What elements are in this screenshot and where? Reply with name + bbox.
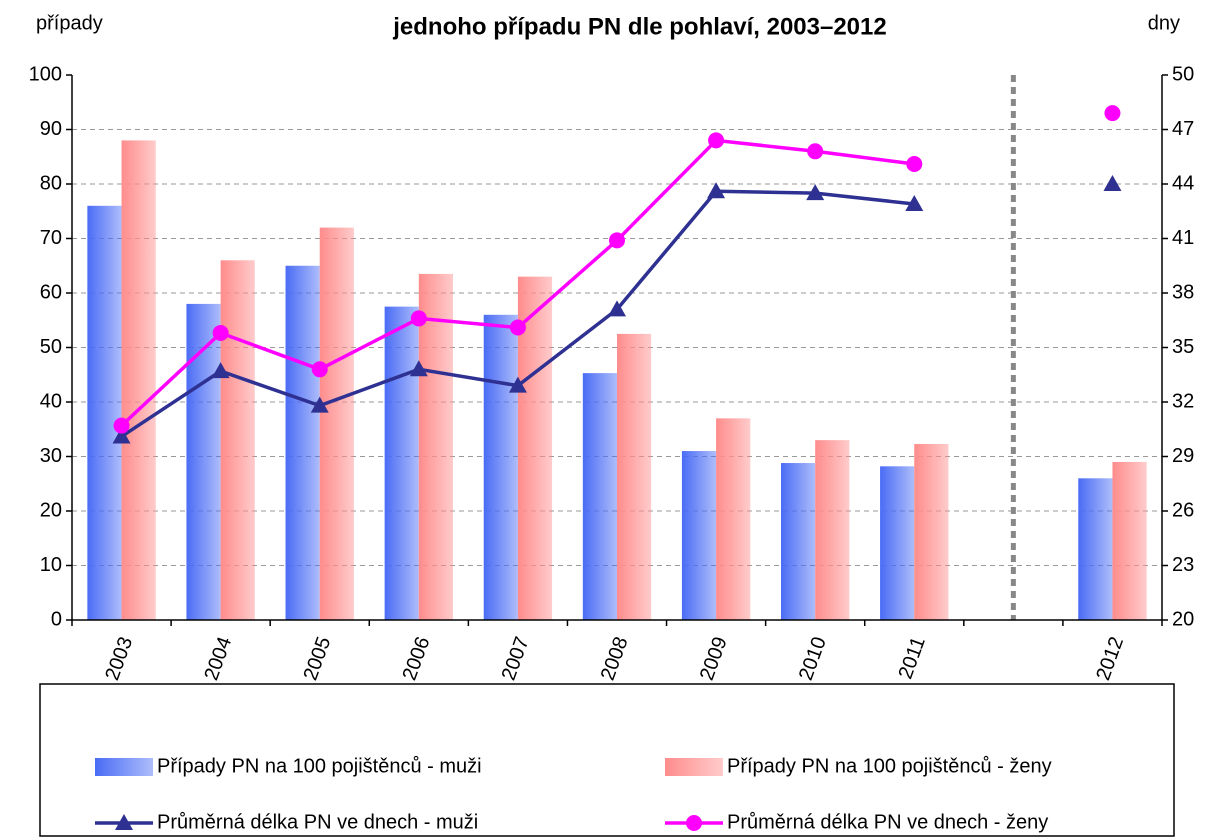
y-tick-label: 30 xyxy=(40,445,62,467)
legend-label: Případy PN na 100 pojištěnců - muži xyxy=(157,755,482,777)
x-tick-label: 2012 xyxy=(1092,634,1128,683)
legend-box xyxy=(39,683,1175,837)
y2-tick-label: 38 xyxy=(1172,281,1194,303)
line-marker xyxy=(807,143,824,160)
legend-label: Průměrná délka PN ve dnech - muži xyxy=(157,811,478,833)
line-marker xyxy=(410,310,427,327)
y-tick-label: 10 xyxy=(40,554,62,576)
x-tick-label: 2010 xyxy=(795,634,831,683)
line-marker xyxy=(310,396,329,413)
bar xyxy=(285,265,320,620)
bar xyxy=(1112,461,1147,620)
line-marker xyxy=(508,376,527,393)
x-tick-label: 2004 xyxy=(200,634,236,683)
bar xyxy=(384,306,419,620)
bar xyxy=(319,227,354,620)
line-marker xyxy=(609,232,625,249)
legend-label: Průměrná délka PN ve dnech - ženy xyxy=(727,811,1048,833)
y-tick-label: 80 xyxy=(40,172,62,194)
x-tick-label: 2008 xyxy=(597,634,633,683)
bar xyxy=(880,466,915,620)
line-marker xyxy=(113,417,130,434)
y-tick-label: 100 xyxy=(29,63,62,85)
y-tick-label: 0 xyxy=(51,608,62,630)
line-marker xyxy=(906,156,923,173)
y2-tick-label: 50 xyxy=(1172,63,1194,85)
y2-tick-label: 44 xyxy=(1172,172,1194,194)
y2-tick-label: 23 xyxy=(1172,554,1194,576)
bar xyxy=(186,303,221,620)
line-marker xyxy=(905,194,924,211)
line-marker xyxy=(707,182,726,199)
y2-tick-label: 41 xyxy=(1172,227,1194,249)
line-marker xyxy=(112,427,131,444)
y2-axis-label: dny xyxy=(1148,12,1180,34)
x-tick-label: 2009 xyxy=(696,634,732,683)
y-tick-label: 20 xyxy=(40,499,62,521)
line-marker xyxy=(708,132,725,149)
y-tick-label: 40 xyxy=(40,390,62,412)
line-marker xyxy=(608,300,626,317)
legend-marker xyxy=(686,815,702,831)
chart-title: jednoho případu PN dle pohlaví, 2003–201… xyxy=(392,13,886,40)
legend-label: Případy PN na 100 pojištěnců - ženy xyxy=(727,755,1052,777)
legend-marker xyxy=(115,814,133,830)
y-tick-label: 50 xyxy=(40,336,62,358)
y2-tick-label: 20 xyxy=(1172,608,1194,630)
line-marker xyxy=(211,362,230,379)
bar xyxy=(582,373,617,620)
bar xyxy=(220,260,255,620)
x-tick-label: 2005 xyxy=(299,634,335,683)
line-marker xyxy=(311,361,328,378)
bar xyxy=(121,140,156,620)
x-tick-label: 2003 xyxy=(101,634,137,683)
legend-swatch xyxy=(665,758,723,776)
x-tick-label: 2007 xyxy=(498,634,534,683)
line-marker xyxy=(1104,105,1121,122)
y2-tick-label: 35 xyxy=(1172,336,1194,358)
y-tick-label: 70 xyxy=(40,227,62,249)
line-marker xyxy=(1103,175,1122,191)
bar xyxy=(780,463,816,620)
y2-tick-label: 32 xyxy=(1172,390,1194,412)
line-marker xyxy=(806,184,825,201)
bar xyxy=(517,276,553,620)
y-tick-label: 90 xyxy=(40,118,62,140)
bar xyxy=(483,314,518,620)
line-marker xyxy=(409,360,428,377)
y2-tick-label: 47 xyxy=(1172,118,1194,140)
legend-swatch xyxy=(95,758,153,776)
bar xyxy=(1078,478,1113,620)
bar xyxy=(914,443,949,620)
y-axis-label: případy xyxy=(36,12,103,34)
bar xyxy=(681,451,717,620)
bar xyxy=(418,273,454,620)
x-tick-label: 2006 xyxy=(399,634,435,683)
x-tick-label: 2011 xyxy=(895,634,930,682)
bar xyxy=(87,205,122,621)
bar xyxy=(617,333,652,620)
y2-tick-label: 29 xyxy=(1172,445,1194,467)
line-marker xyxy=(212,324,229,341)
bar xyxy=(716,418,751,620)
line-marker xyxy=(509,319,526,336)
y2-tick-label: 26 xyxy=(1172,499,1194,521)
y-tick-label: 60 xyxy=(40,281,62,303)
bar xyxy=(815,440,850,620)
